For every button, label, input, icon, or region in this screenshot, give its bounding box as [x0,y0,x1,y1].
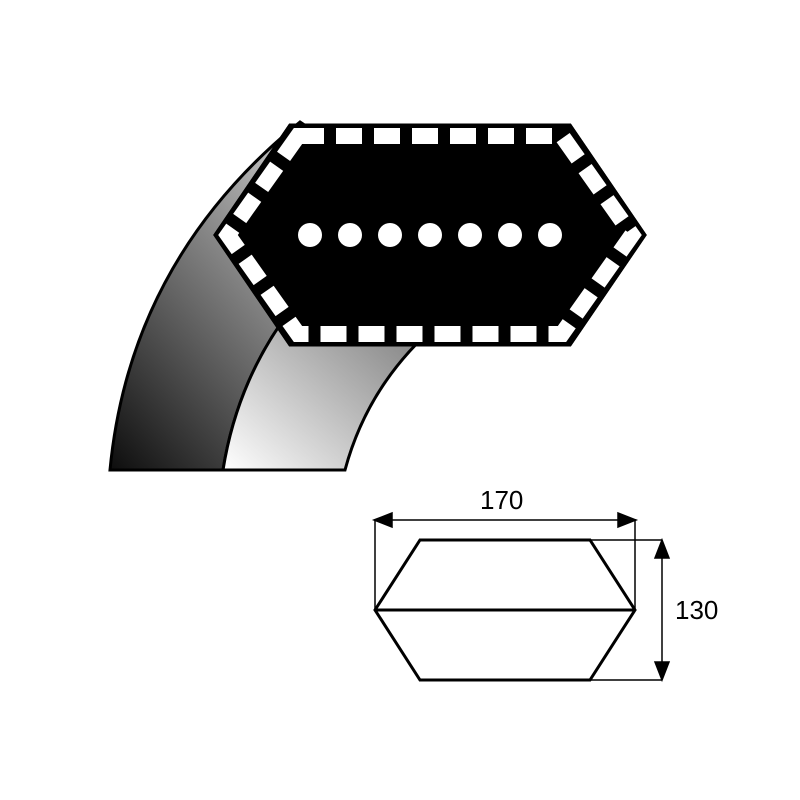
dim-width-label: 170 [480,485,523,516]
dimension-diagram [374,513,669,680]
dim-height-label: 130 [675,595,718,626]
belt-cross-section [0,0,800,800]
diagram-canvas: 170 130 [0,0,800,800]
belt-hexagon [215,125,645,345]
